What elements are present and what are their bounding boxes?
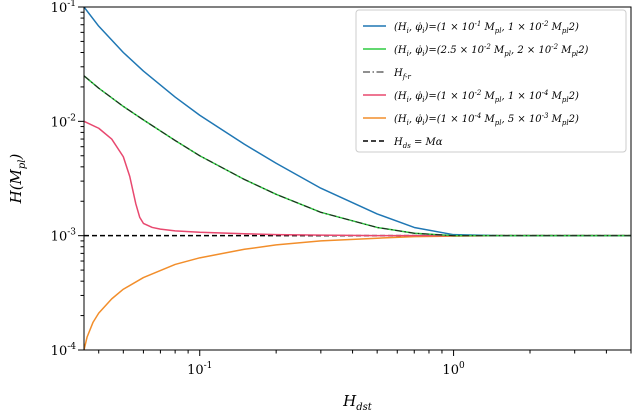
tick-labels: 10-1 100 10-4 10-3 10-2 10-1 — [51, 0, 465, 378]
series-line-4 — [84, 120, 631, 237]
legend-label-3: Hf-r​ — [393, 68, 411, 81]
axis-ticks — [78, 6, 632, 356]
series-line-2 — [84, 75, 631, 237]
axis-labels: Hdst​ H(Mpl​) — [7, 153, 373, 413]
plot-frame — [83, 6, 632, 351]
legend: (Hi​, φ̇i​)=(1 × 10-1​ Mpl​, 1 × 10-2​ M… — [355, 9, 627, 153]
legend-box — [355, 9, 627, 153]
x-axis-label: Hdst​ — [342, 392, 373, 413]
y-tick-label: 10-3 — [51, 228, 77, 245]
legend-label-1: (Hi​, φ̇i​)=(1 × 10-1​ Mpl​, 1 × 10-2​ M… — [394, 20, 579, 35]
x-tick-label: 10-1 — [187, 361, 212, 378]
legend-label-2: (Hi​, φ̇i​)=(2.5 × 10-2​ Mpl​, 2 × 10-2​… — [394, 43, 589, 58]
legend-label-5: (Hi​, φ̇i​)=(1 × 10-4​ Mpl​, 5 × 10-3​ M… — [394, 112, 579, 127]
y-tick-label: 10-1 — [51, 0, 76, 16]
y-tick-label: 10-2 — [51, 113, 76, 130]
y-axis-label: H(Mpl​) — [7, 153, 28, 204]
y-tick-label: 10-4 — [51, 342, 77, 359]
plot-area — [84, 7, 631, 350]
x-tick-label: 100 — [442, 361, 465, 378]
legend-label-4: (Hi​, φ̇i​)=(1 × 10-2​ Mpl​, 1 × 10-4​ M… — [394, 89, 579, 104]
legend-label-6: Hds​ = Mα — [393, 137, 443, 150]
series-line-5 — [84, 234, 631, 350]
